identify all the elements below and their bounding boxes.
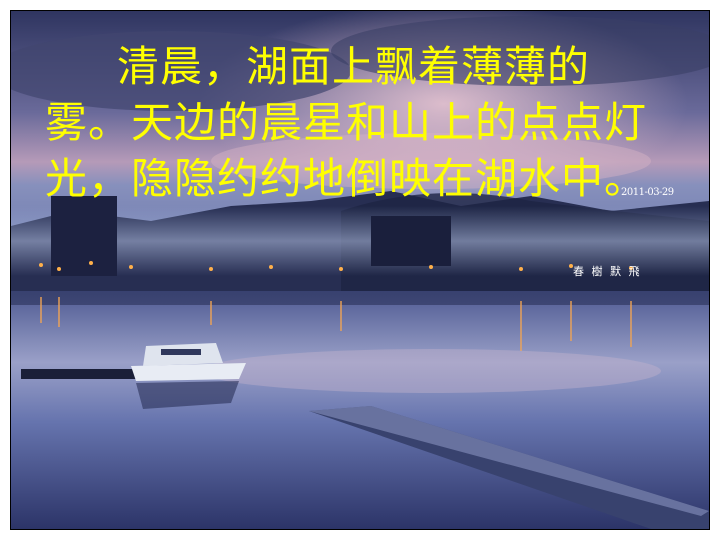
slide-frame: 清晨，湖面上飘着薄薄的雾。天边的晨星和山上的点点灯光，隐隐约约地倒映在湖水中。 … <box>10 10 710 530</box>
poem-text: 清晨，湖面上飘着薄薄的雾。天边的晨星和山上的点点灯光，隐隐约约地倒映在湖水中。 <box>45 42 648 203</box>
photographer-signature: 春 樹 默 飛 <box>573 265 642 278</box>
date-stamp: 2011-03-29 <box>621 187 674 198</box>
lake-photo <box>11 11 709 529</box>
